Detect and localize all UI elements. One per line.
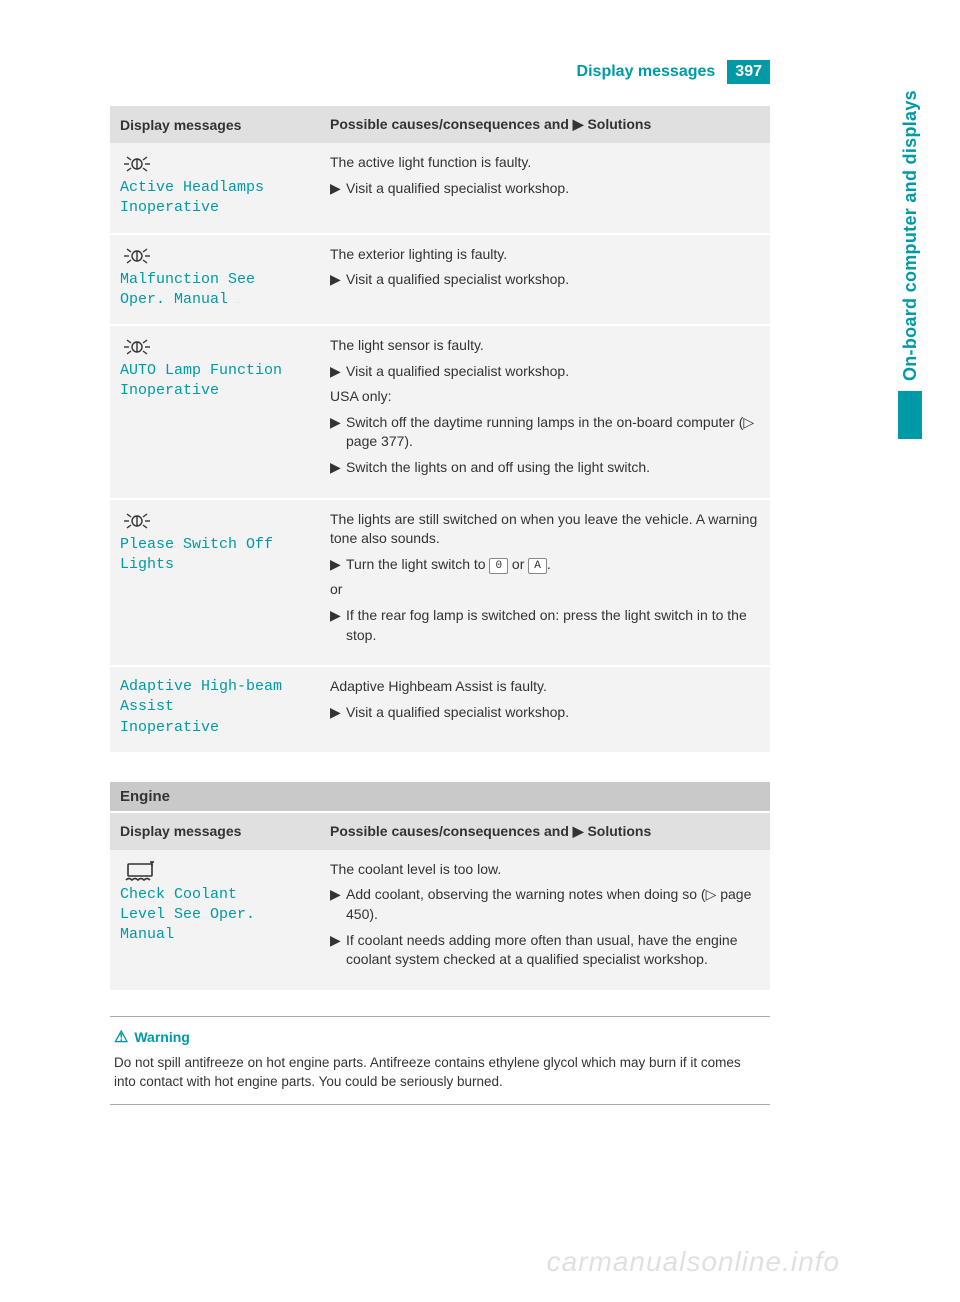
solution-bullet: ▶Switch the lights on and off using the … [330, 458, 760, 478]
watermark: carmanualsonline.info [547, 1246, 840, 1278]
message-cell: Active Headlamps Inoperative [110, 143, 320, 234]
message-cell: Malfunction See Oper. Manual [110, 234, 320, 326]
solution-cell: Adaptive Highbeam Assist is faulty. ▶Vis… [320, 666, 770, 753]
message-text: AUTO Lamp Function Inoperative [120, 361, 310, 402]
arrow-icon: ▶ [330, 606, 346, 645]
bulb-icon [120, 336, 154, 358]
arrow-icon: ▶ [330, 458, 346, 478]
message-cell: Check Coolant Level See Oper. Manual [110, 850, 320, 991]
col-display-messages: Display messages [110, 106, 320, 143]
message-cell: Adaptive High-beam Assist Inoperative [110, 666, 320, 753]
message-cell: Please Switch Off Lights [110, 499, 320, 667]
solution-bullet: ▶Visit a qualified specialist workshop. [330, 270, 760, 290]
bulb-icon [120, 510, 154, 532]
side-tab: On-board computer and displays [898, 90, 922, 439]
table-row: Active Headlamps Inoperative The active … [110, 143, 770, 234]
page-number: 397 [727, 60, 770, 84]
warning-heading: ⚠ Warning [114, 1027, 766, 1047]
lights-messages-table: Display messages Possible causes/consequ… [110, 106, 770, 754]
arrow-icon: ▶ [330, 413, 346, 452]
col-display-messages: Display messages [110, 813, 320, 850]
table-row: Check Coolant Level See Oper. Manual The… [110, 850, 770, 991]
solution-bullet: ▶Add coolant, observing the warning note… [330, 885, 760, 924]
warning-body: Do not spill antifreeze on hot engine pa… [114, 1053, 766, 1092]
solution-cell: The exterior lighting is faulty. ▶Visit … [320, 234, 770, 326]
message-text: Adaptive High-beam Assist Inoperative [120, 677, 310, 738]
arrow-icon: ▶ [330, 555, 346, 575]
arrow-icon: ▶ [330, 703, 346, 723]
table-row: Please Switch Off Lights The lights are … [110, 499, 770, 667]
cause-text: The active light function is faulty. [330, 153, 760, 173]
warning-triangle-icon: ⚠ [114, 1029, 128, 1046]
bulb-icon [120, 245, 154, 267]
warning-label: Warning [134, 1029, 189, 1045]
solution-bullet: ▶Visit a qualified specialist workshop. [330, 179, 760, 199]
page-header-title: Display messages [577, 63, 716, 81]
solution-cell: The active light function is faulty. ▶Vi… [320, 143, 770, 234]
arrow-icon: ▶ [330, 270, 346, 290]
cause-text: The light sensor is faulty. [330, 336, 760, 356]
table-row: Adaptive High-beam Assist Inoperative Ad… [110, 666, 770, 753]
key-0: 0 [489, 558, 508, 574]
table-header-row: Display messages Possible causes/consequ… [110, 106, 770, 143]
engine-messages-table: Display messages Possible causes/consequ… [110, 813, 770, 992]
solution-bullet: ▶Visit a qualified specialist workshop. [330, 362, 760, 382]
page-content: Display messages 397 Display messages Po… [0, 0, 850, 1165]
solution-bullet: ▶Visit a qualified specialist workshop. [330, 703, 760, 723]
message-text: Check Coolant Level See Oper. Manual [120, 885, 310, 946]
side-tab-label: On-board computer and displays [900, 90, 921, 381]
warning-box: ⚠ Warning Do not spill antifreeze on hot … [110, 1016, 770, 1105]
side-tab-marker [898, 391, 922, 439]
col-causes-solutions: Possible causes/consequences and ▶ Solut… [320, 813, 770, 850]
message-text: Active Headlamps Inoperative [120, 178, 310, 219]
table-row: AUTO Lamp Function Inoperative The light… [110, 325, 770, 499]
message-cell: AUTO Lamp Function Inoperative [110, 325, 320, 499]
engine-section-title: Engine [110, 782, 770, 811]
solution-bullet: ▶Switch off the daytime running lamps in… [330, 413, 760, 452]
solution-cell: The coolant level is too low. ▶Add coola… [320, 850, 770, 991]
message-text: Please Switch Off Lights [120, 535, 310, 576]
cause-text: The coolant level is too low. [330, 860, 760, 880]
coolant-icon [120, 860, 160, 882]
table-row: Malfunction See Oper. Manual The exterio… [110, 234, 770, 326]
key-a: A [528, 558, 547, 574]
solution-bullet: ▶ Turn the light switch to 0 or A. [330, 555, 760, 575]
cause-text: Adaptive Highbeam Assist is faulty. [330, 677, 760, 697]
arrow-icon: ▶ [330, 885, 346, 924]
solution-bullet: ▶If the rear fog lamp is switched on: pr… [330, 606, 760, 645]
usa-only-label: USA only: [330, 387, 760, 407]
page-header: Display messages 397 [110, 60, 770, 84]
solution-cell: The light sensor is faulty. ▶Visit a qua… [320, 325, 770, 499]
table-header-row: Display messages Possible causes/consequ… [110, 813, 770, 850]
cause-text: The exterior lighting is faulty. [330, 245, 760, 265]
solution-cell: The lights are still switched on when yo… [320, 499, 770, 667]
arrow-icon: ▶ [330, 362, 346, 382]
col-causes-solutions: Possible causes/consequences and ▶ Solut… [320, 106, 770, 143]
arrow-icon: ▶ [330, 931, 346, 970]
or-line: or [330, 580, 760, 600]
turn-switch-text: Turn the light switch to 0 or A. [346, 555, 551, 575]
solution-bullet: ▶If coolant needs adding more often than… [330, 931, 760, 970]
arrow-icon: ▶ [330, 179, 346, 199]
bulb-icon [120, 153, 154, 175]
message-text: Malfunction See Oper. Manual [120, 270, 310, 311]
cause-text: The lights are still switched on when yo… [330, 510, 760, 549]
